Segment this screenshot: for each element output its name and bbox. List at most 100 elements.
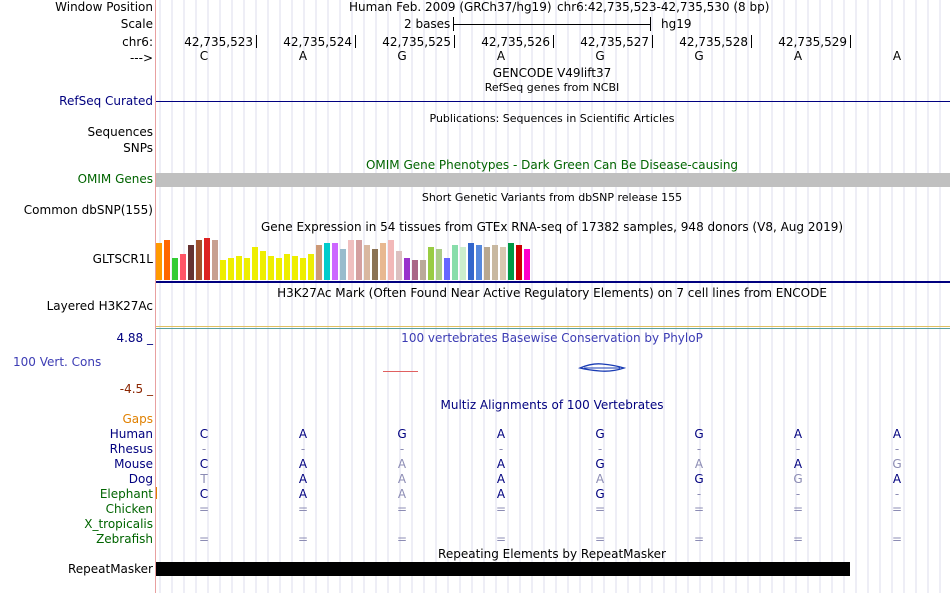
gtex-tissue-bar[interactable] — [516, 245, 522, 280]
gtex-tissue-bar[interactable] — [300, 258, 306, 280]
ruler-tick — [553, 35, 554, 48]
refseq-line — [156, 101, 950, 102]
alignment-base: A — [298, 487, 308, 501]
repeatmasker-bar[interactable] — [156, 562, 850, 576]
gtex-tissue-bar[interactable] — [204, 238, 210, 280]
gtex-tissue-bar[interactable] — [372, 249, 378, 280]
alignment-base: = — [297, 502, 309, 516]
gtex-bar-chart[interactable] — [156, 236, 546, 280]
gtex-tissue-bar[interactable] — [412, 260, 418, 280]
alignment-base: = — [495, 532, 507, 546]
gtex-tissue-bar[interactable] — [524, 249, 530, 280]
phylop-red-segment — [383, 371, 418, 372]
alignment-base: C — [199, 427, 209, 441]
gtex-tissue-bar[interactable] — [324, 243, 330, 280]
elephant-gap-mark — [156, 487, 157, 499]
gtex-tissue-bar[interactable] — [228, 258, 234, 280]
gtex-tissue-bar[interactable] — [196, 240, 202, 280]
alignment-base: = — [297, 532, 309, 546]
gtex-tissue-bar[interactable] — [444, 258, 450, 280]
assembly-text: Human Feb. 2009 (GRCh37/hg19) — [349, 0, 552, 14]
gtex-tissue-bar[interactable] — [188, 245, 194, 280]
phylop-min-label: -4.5 _ — [119, 382, 153, 396]
gtex-tissue-bar[interactable] — [452, 245, 458, 280]
gtex-tissue-bar[interactable] — [172, 258, 178, 280]
h3k27ac-label[interactable]: Layered H3K27Ac — [46, 299, 153, 313]
phylop-label[interactable]: 100 Vert. Cons — [13, 355, 102, 369]
gtex-tissue-bar[interactable] — [420, 260, 426, 280]
gtex-tissue-bar[interactable] — [460, 247, 466, 280]
alignment-base: = — [792, 532, 804, 546]
gtex-tissue-bar[interactable] — [268, 256, 274, 280]
alignment-base: - — [696, 442, 702, 456]
alignment-base: = — [693, 502, 705, 516]
gtex-tissue-bar[interactable] — [284, 254, 290, 280]
gtex-tissue-bar[interactable] — [308, 254, 314, 280]
gtex-tissue-bar[interactable] — [340, 249, 346, 280]
gtex-tissue-bar[interactable] — [252, 247, 258, 280]
gtex-tissue-bar[interactable] — [388, 240, 394, 280]
species-label[interactable]: Human — [109, 427, 153, 441]
gtex-tissue-bar[interactable] — [236, 256, 242, 280]
species-label[interactable]: Dog — [128, 472, 153, 486]
ruler-position: 42,735,525 — [382, 35, 451, 49]
alignment-base: A — [496, 457, 506, 471]
gtex-tissue-bar[interactable] — [436, 249, 442, 280]
gtex-tissue-bar[interactable] — [348, 240, 354, 280]
gtex-tissue-bar[interactable] — [180, 254, 186, 280]
alignment-base: A — [694, 457, 704, 471]
left-margin-line — [155, 0, 156, 593]
gtex-tissue-bar[interactable] — [500, 247, 506, 280]
species-label[interactable]: Zebrafish — [96, 532, 153, 546]
refseq-label[interactable]: RefSeq Curated — [59, 94, 153, 108]
gtex-tissue-bar[interactable] — [468, 243, 474, 280]
alignment-base: - — [300, 442, 306, 456]
gtex-tissue-bar[interactable] — [164, 240, 170, 280]
sequences-label[interactable]: Sequences — [87, 125, 153, 139]
gtex-tissue-bar[interactable] — [316, 245, 322, 280]
species-label[interactable]: Chicken — [105, 502, 153, 516]
gtex-tissue-bar[interactable] — [212, 240, 218, 280]
gtex-gene-line — [156, 281, 950, 283]
alignment-base: A — [397, 487, 407, 501]
dbsnp-label[interactable]: Common dbSNP(155) — [23, 203, 153, 217]
gtex-tissue-bar[interactable] — [244, 258, 250, 280]
species-label[interactable]: Elephant — [99, 487, 153, 501]
ruler-tick — [751, 35, 752, 48]
gtex-tissue-bar[interactable] — [492, 245, 498, 280]
gtex-tissue-bar[interactable] — [404, 258, 410, 280]
gtex-tissue-bar[interactable] — [332, 243, 338, 280]
alignment-base: A — [397, 472, 407, 486]
gtex-tissue-bar[interactable] — [220, 260, 226, 280]
h3k27ac-signal-1 — [156, 326, 950, 327]
snps-label[interactable]: SNPs — [123, 141, 153, 155]
gtex-tissue-bar[interactable] — [508, 243, 514, 280]
species-label[interactable]: Mouse — [114, 457, 153, 471]
gtex-gene-label[interactable]: GLTSCR1L — [92, 252, 153, 266]
repeatmasker-label[interactable]: RepeatMasker — [67, 562, 153, 576]
gtex-tissue-bar[interactable] — [276, 258, 282, 280]
gtex-tissue-bar[interactable] — [484, 247, 490, 280]
ruler-position: 42,735,528 — [679, 35, 748, 49]
omim-gene-bar[interactable] — [156, 173, 950, 187]
gtex-tissue-bar[interactable] — [476, 245, 482, 280]
gencode-title[interactable]: GENCODE V49lift37 — [492, 66, 612, 80]
gtex-tissue-bar[interactable] — [292, 256, 298, 280]
gtex-tissue-bar[interactable] — [156, 243, 162, 280]
gaps-label[interactable]: Gaps — [122, 412, 153, 426]
multiz-title: Multiz Alignments of 100 Vertebrates — [440, 398, 664, 412]
gtex-tissue-bar[interactable] — [380, 243, 386, 280]
reference-base: A — [793, 49, 803, 63]
gtex-tissue-bar[interactable] — [364, 245, 370, 280]
species-label[interactable]: X_tropicalis — [84, 517, 153, 531]
species-label[interactable]: Rhesus — [109, 442, 153, 456]
gtex-tissue-bar[interactable] — [428, 247, 434, 280]
refseq-subtitle: RefSeq genes from NCBI — [484, 81, 620, 94]
gtex-tissue-bar[interactable] — [260, 251, 266, 280]
gtex-tissue-bar[interactable] — [356, 240, 362, 280]
omim-label[interactable]: OMIM Genes — [77, 172, 153, 186]
ruler-position: 42,735,524 — [283, 35, 352, 49]
gtex-tissue-bar[interactable] — [396, 251, 402, 280]
alignment-base: T — [200, 472, 208, 486]
